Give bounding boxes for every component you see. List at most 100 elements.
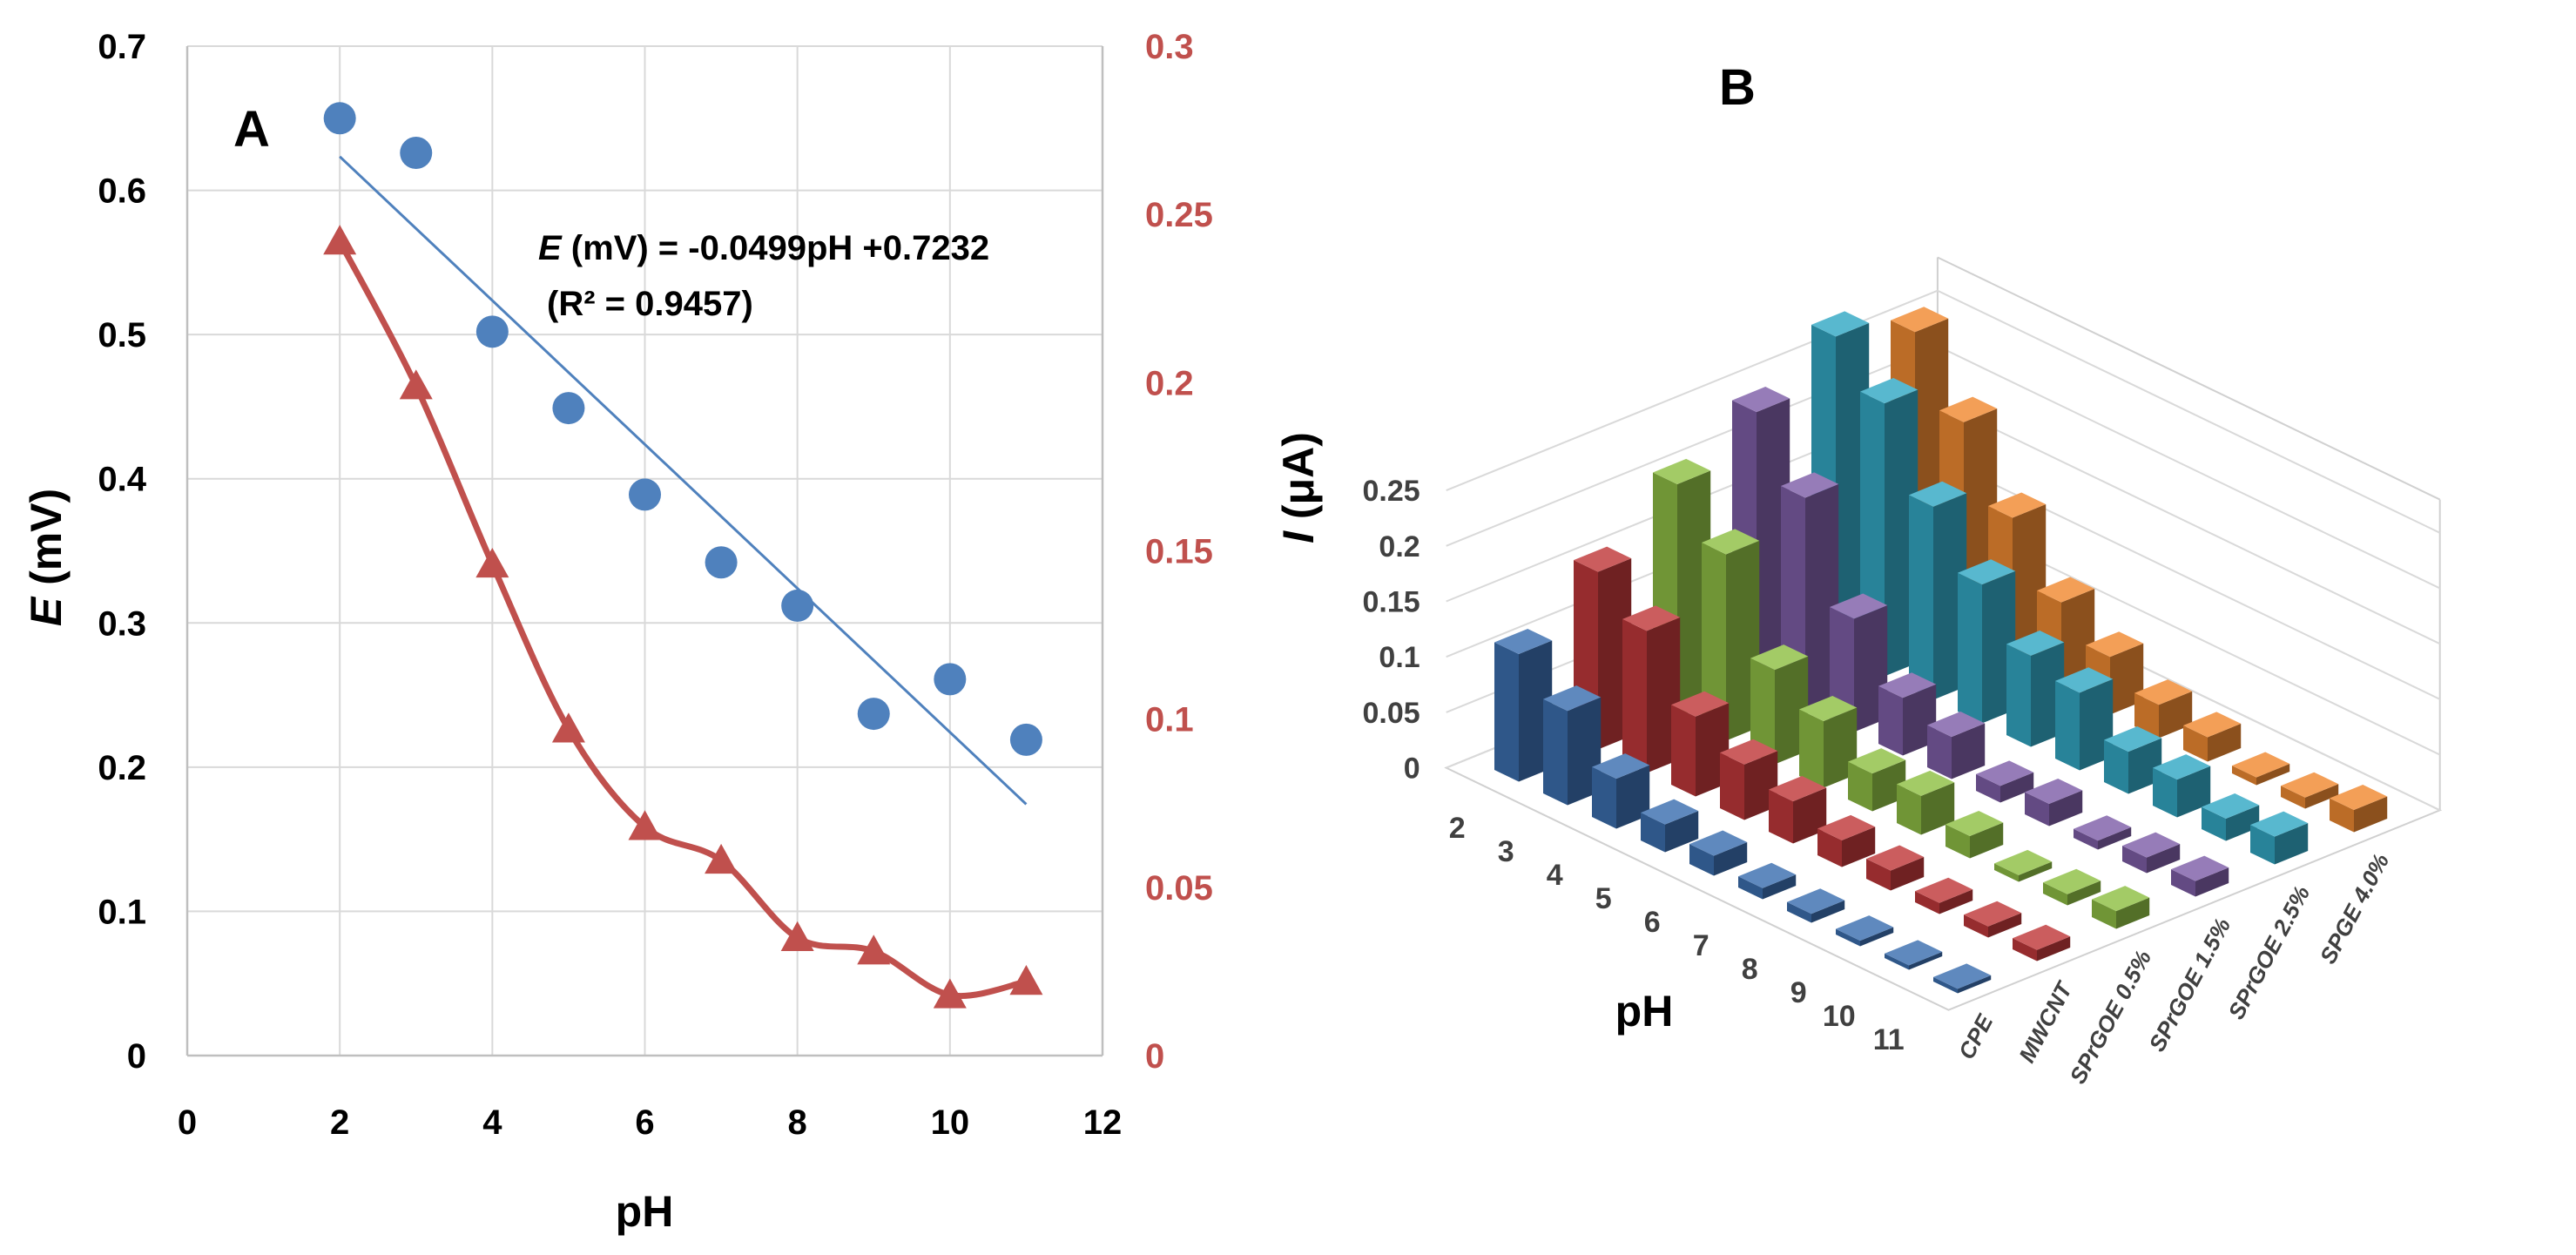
bar-top-face	[2202, 793, 2260, 820]
ph-category-label: 11	[1873, 1023, 1905, 1056]
bar-spge-4-0--ph-9	[2232, 752, 2290, 786]
bar-mwcnt-ph-11	[2013, 924, 2071, 961]
bar-sprgoe-2-5--ph-9	[2153, 754, 2211, 818]
bar-top-face	[2330, 784, 2388, 811]
y-tick-label: 0.7	[98, 28, 146, 66]
bar-front-face	[2183, 725, 2208, 762]
bar-side-face	[2226, 805, 2260, 841]
bar-top-face	[1830, 593, 1888, 619]
current-point	[933, 978, 967, 1009]
bar-top-face	[1945, 810, 2004, 837]
y-tick-label: 0.6	[98, 172, 146, 211]
bar-top-face	[1811, 311, 1870, 337]
panel-a: 0 2 4 6 8 10 12 0 0.1 0.2 0.3 0.4 0.5 0.6 0.7 0 0.05 0.1 0…	[22, 28, 1213, 1236]
bar-side-face	[2275, 823, 2309, 865]
panel-b-tick-labels: 0 0.05 0.1 0.15 0.2 0.25	[1363, 475, 1420, 786]
bar-top-face	[1939, 396, 1998, 422]
current-point	[857, 935, 891, 965]
bar-sprgoe-1-5--ph-8	[2025, 778, 2083, 827]
bar-top-face	[2006, 630, 2065, 657]
bar-top-face	[2025, 778, 2083, 805]
x-tick-label: 4	[482, 1103, 502, 1142]
bar-side-face	[2049, 790, 2083, 827]
bar-top-face	[2171, 855, 2229, 881]
bar-front-face	[1817, 828, 1842, 867]
bar-front-face	[1915, 891, 1939, 914]
bar-top-face	[1750, 644, 1809, 671]
bar-front-face	[1964, 914, 1988, 938]
z-tick-label: 0.1	[1379, 641, 1419, 674]
ph-category-label: 5	[1595, 882, 1612, 915]
current-point	[475, 547, 509, 578]
bar-front-face	[1866, 859, 1891, 891]
panel-a-fit-line	[339, 155, 1028, 806]
bar-front-face	[2250, 825, 2275, 865]
y-tick-label: 0.5	[98, 316, 146, 354]
bar-top-face	[1976, 760, 2034, 786]
bar-top-face	[1897, 770, 1955, 796]
bar-side-face	[2037, 936, 2071, 961]
bar-side-face	[1665, 811, 1699, 853]
y2-tick-label: 0.25	[1145, 196, 1213, 234]
bar-top-face	[2037, 577, 2095, 603]
y-axis-title-rest: (mV)	[22, 489, 71, 597]
bar-front-face	[1799, 709, 1824, 788]
bar-top-face	[2104, 726, 2162, 752]
bar-top-face	[1878, 672, 1937, 698]
bar-front-face	[2043, 882, 2067, 906]
bar-mwcnt-ph-7	[1817, 814, 1876, 867]
bar-top-face	[1622, 605, 1681, 631]
potential-point	[705, 546, 738, 579]
bar-top-face	[1769, 776, 1827, 802]
bar-top-face	[1781, 472, 1839, 498]
bar-front-face	[1750, 658, 1775, 765]
ph-category-label: 9	[1790, 976, 1807, 1009]
bar-top-face	[1994, 849, 2053, 875]
bar-spge-4-0--ph-11	[2330, 784, 2388, 833]
bar-side-face	[2256, 764, 2290, 786]
bar-front-face	[2055, 680, 2080, 771]
bar-cpe-ph-5	[1641, 799, 1699, 853]
bar-top-face	[1848, 748, 1906, 774]
potential-point	[552, 392, 585, 425]
z-tick-label: 0.25	[1363, 475, 1420, 508]
bar-side-face	[1970, 822, 2004, 859]
bar-front-face	[1738, 876, 1763, 900]
bar-front-face	[2122, 846, 2147, 874]
bar-top-face	[1702, 529, 1760, 555]
bar-side-face	[2147, 844, 2181, 874]
bar-cpe-ph-11	[1933, 963, 1992, 994]
bar-front-face	[1543, 698, 1568, 806]
bar-side-face	[1909, 951, 1943, 970]
bar-top-face	[1732, 387, 1790, 413]
current-point	[1009, 965, 1043, 995]
bar-sprgoe-2-5--ph-10	[2202, 793, 2260, 841]
bar-sprgoe-1-5--ph-7	[1976, 760, 2034, 803]
ph-category-label: 7	[1693, 929, 1709, 962]
y2-tick-label: 0	[1145, 1037, 1164, 1076]
bar-front-face	[1592, 766, 1616, 829]
bar-front-face	[1933, 976, 1958, 994]
bar-side-face	[2177, 766, 2211, 818]
bar-front-face	[1878, 685, 1903, 756]
bar-top-face	[2043, 868, 2101, 894]
y-tick-label: 0.4	[98, 461, 146, 499]
bar-front-face	[1927, 725, 1952, 779]
equation-italic: E	[538, 229, 563, 267]
bar-front-face	[1671, 705, 1696, 797]
bar-side-face	[1891, 857, 1925, 891]
bar-front-face	[1787, 901, 1811, 923]
bar-sprgoe-1-5--ph-10	[2122, 832, 2181, 874]
bar-front-face	[2092, 899, 2116, 929]
y-tick-label: 0.1	[98, 893, 146, 931]
potential-point	[857, 698, 890, 731]
y2-tick-label: 0.15	[1145, 533, 1213, 571]
panel-b-z-axis-title: I (μA)	[1274, 432, 1323, 543]
regression-r2: (R² = 0.9457)	[547, 285, 753, 323]
potential-point	[934, 663, 967, 696]
bar-top-face	[2122, 832, 2181, 858]
z-tick-label: 0.15	[1363, 586, 1420, 619]
bar-top-face	[1988, 492, 2047, 518]
